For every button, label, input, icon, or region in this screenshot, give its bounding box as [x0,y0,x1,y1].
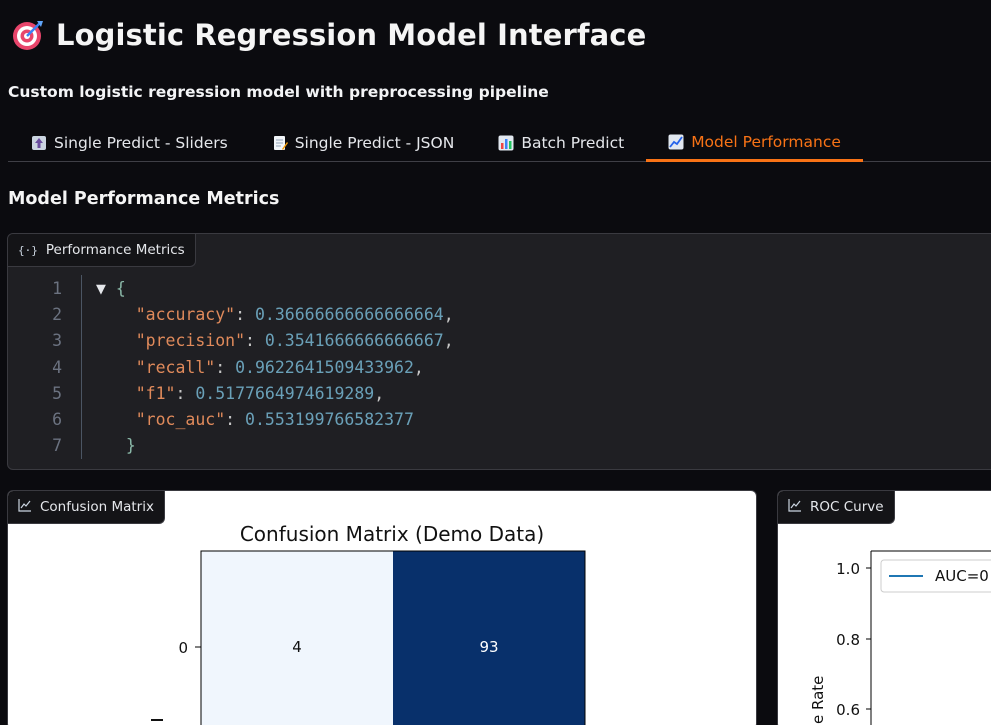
chart-icon [18,498,32,516]
line-number: 6 [52,410,62,430]
bar-chart-icon [498,135,514,151]
tab-model-performance[interactable]: Model Performance [646,124,863,162]
legend-label: AUC=0 [935,567,989,585]
legend-box [880,559,991,593]
ylabel-fragment [151,719,163,721]
line-number: 4 [52,357,62,377]
gutter [62,275,82,302]
y-tick-label: 0.8 [836,631,860,649]
y-tick-label: 1.0 [836,560,860,578]
panel-label-text: Performance Metrics [45,242,185,258]
gutter [62,432,82,460]
gutter [62,380,82,407]
code-line: 6 "roc_auc": 0.553199766582377 [8,406,991,433]
json-key: "accuracy" [135,304,236,324]
line-number: 5 [52,383,62,403]
header: Logistic Regression Model Interface [10,18,646,52]
json-key: "precision" [135,331,246,351]
code-line: 7 } [8,432,991,460]
code-line: 5 "f1": 0.5177664974619289, [8,380,991,407]
json-value: 0.5177664974619289 [195,383,375,403]
confusion-matrix-plot: Confusion Matrix (Demo Data) 4 93 0 [151,522,586,725]
json-value: 0.9622641509433962 [235,357,414,377]
tab-bar: Single Predict - Sliders Single Predict … [8,124,991,162]
line-number: 3 [52,331,62,351]
tab-label: Single Predict - Sliders [54,133,228,152]
tab-batch-predict[interactable]: Batch Predict [476,124,646,161]
panel-label: {·} Performance Metrics [8,234,196,267]
json-key: "f1" [135,383,176,403]
panel-label-text: Confusion Matrix [40,499,154,515]
panel-label: Confusion Matrix [8,491,165,524]
close-brace: } [125,436,136,456]
panel-label: ROC Curve [778,491,895,524]
upload-icon [31,135,47,151]
line-chart-icon [668,134,684,150]
page-title: Logistic Regression Model Interface [56,18,647,52]
section-title: Model Performance Metrics [8,189,280,209]
gutter [62,353,82,381]
cm-cell-0-0 [201,551,393,725]
panel-label-text: ROC Curve [810,499,884,515]
tab-label: Single Predict - JSON [294,133,455,152]
target-icon [10,18,44,52]
open-brace: { [115,278,126,298]
performance-metrics-panel: {·} Performance Metrics 1 ▼ { 2 "accurac… [7,233,991,470]
gutter [62,327,82,354]
json-viewer: 1 ▼ { 2 "accuracy": 0.36666666666666664,… [8,275,991,460]
code-line: 1 ▼ { [8,275,991,302]
line-number: 1 [52,278,62,298]
tab-label: Batch Predict [521,133,625,152]
tab-single-predict-sliders[interactable]: Single Predict - Sliders [8,124,250,161]
line-number: 7 [52,436,62,456]
memo-icon [272,135,288,151]
page-subtitle: Custom logistic regression model with pr… [8,83,549,101]
line-number: 2 [52,304,62,324]
json-key: "recall" [135,357,216,377]
cm-value: 93 [479,638,498,656]
json-icon: {·} [18,243,38,257]
code-line: 4 "recall": 0.9622641509433962, [8,353,991,381]
cm-cell-0-1 [393,551,585,725]
roc-curve-plot: 1.0 0.8 0.6 e Rate AUC=0 [809,550,991,725]
tab-label: Model Performance [691,132,841,151]
json-value: 0.3541666666666667 [264,331,444,351]
code-line: 2 "accuracy": 0.36666666666666664, [8,301,991,328]
row-tick-label: 0 [178,639,188,657]
json-key: "roc_auc" [135,410,226,430]
json-value: 0.553199766582377 [245,410,414,430]
tab-single-predict-json[interactable]: Single Predict - JSON [250,124,477,161]
cm-value: 4 [292,638,302,656]
confusion-matrix-panel: Confusion Matrix (Demo Data) 4 93 0 Conf… [7,490,757,725]
code-line: 3 "precision": 0.3541666666666667, [8,327,991,354]
chart-title: Confusion Matrix (Demo Data) [240,522,544,546]
y-axis-label: e Rate [809,676,827,724]
chart-icon [788,498,802,516]
gutter [62,301,82,328]
roc-curve-panel: 1.0 0.8 0.6 e Rate AUC=0 ROC Curve [777,490,991,725]
gutter [62,406,82,433]
collapse-toggle-icon[interactable]: ▼ [96,278,116,298]
y-tick-label: 0.6 [836,701,860,719]
json-value: 0.36666666666666664 [254,304,444,324]
